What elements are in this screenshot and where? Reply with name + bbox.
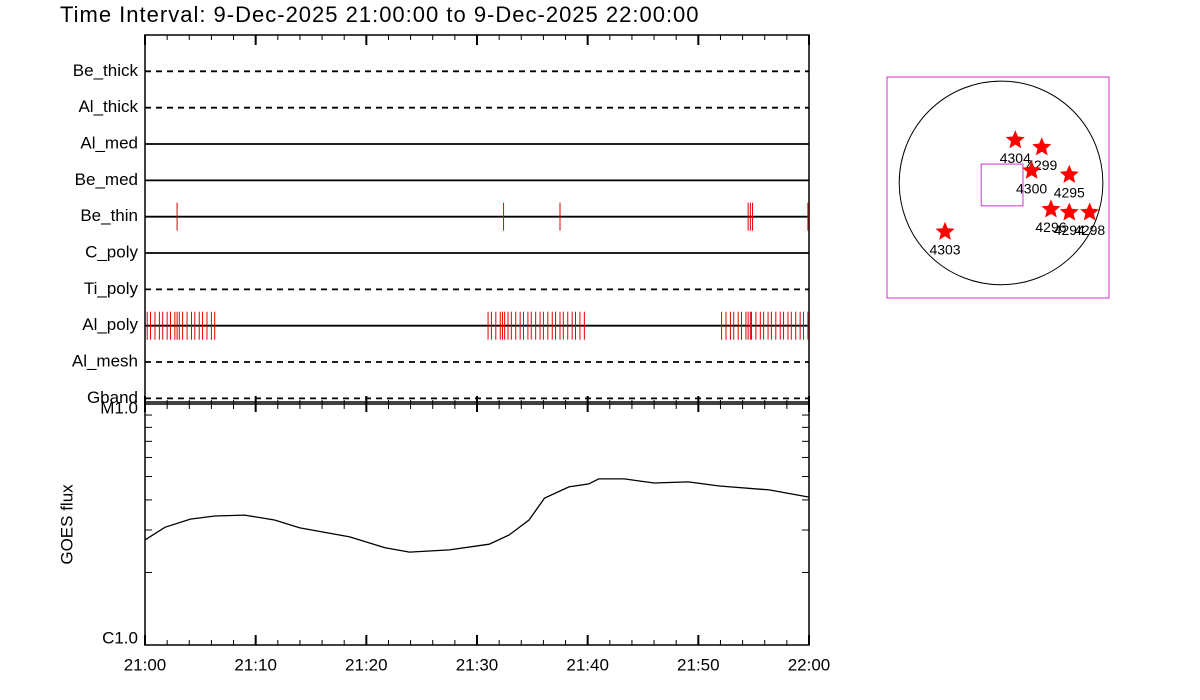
y-axis-label: GOES flux <box>57 484 76 565</box>
region-star <box>1032 137 1052 156</box>
x-tick-label: 21:50 <box>677 655 720 674</box>
x-tick-label: 21:20 <box>345 655 388 674</box>
row-label: Be_med <box>75 170 138 189</box>
region-label: 4295 <box>1054 184 1085 200</box>
map-frame <box>886 76 1110 299</box>
fov-box <box>980 163 1024 207</box>
row-label: Al_poly <box>82 315 138 334</box>
chart-title: Time Interval: 9-Dec-2025 21:00:00 to 9-… <box>60 2 700 27</box>
row-label: Al_med <box>80 133 138 152</box>
row-label: Be_thin <box>80 206 138 225</box>
x-tick-label: 21:40 <box>566 655 609 674</box>
region-star <box>1080 202 1100 221</box>
y-tick-label: C1.0 <box>102 628 138 647</box>
x-tick-label: 21:00 <box>124 655 167 674</box>
region-star <box>1041 199 1061 218</box>
row-label: Be_thick <box>73 61 139 80</box>
row-label: Al_mesh <box>72 352 138 371</box>
region-star <box>1022 160 1042 179</box>
panel-frame <box>144 34 810 403</box>
flux-line <box>144 478 810 553</box>
row-label: Gband <box>87 388 138 407</box>
region-star <box>935 221 955 240</box>
region-star <box>1059 164 1079 183</box>
row-label: Ti_poly <box>84 279 139 298</box>
region-star <box>1059 202 1079 221</box>
region-label: 4300 <box>1016 180 1047 196</box>
region-label: 4296 <box>1035 219 1066 235</box>
region-star <box>1005 130 1025 149</box>
solar-disk <box>898 80 1104 286</box>
panel-frame <box>144 403 810 646</box>
region-label: 4304 <box>1000 150 1031 166</box>
x-tick-label: 22:00 <box>788 655 831 674</box>
y-tick-label: M1.0 <box>100 398 138 417</box>
row-label: Al_thick <box>78 97 138 116</box>
region-label: 4294 <box>1054 222 1085 238</box>
region-label: 4303 <box>929 242 960 258</box>
x-tick-label: 21:30 <box>456 655 499 674</box>
region-label: 4298 <box>1074 222 1105 238</box>
row-label: C_poly <box>85 243 138 262</box>
x-tick-label: 21:10 <box>234 655 277 674</box>
